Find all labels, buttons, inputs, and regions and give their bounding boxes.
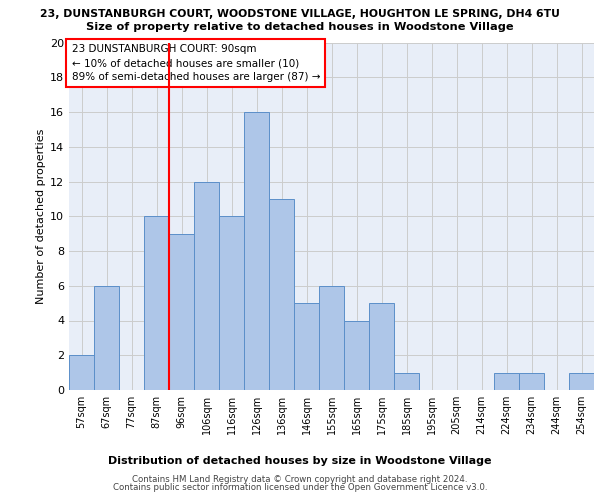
Text: Contains public sector information licensed under the Open Government Licence v3: Contains public sector information licen…: [113, 484, 487, 492]
Bar: [569, 372, 594, 390]
Bar: [519, 372, 544, 390]
Bar: [494, 372, 519, 390]
Bar: [94, 286, 119, 390]
Bar: [169, 234, 194, 390]
Bar: [344, 320, 369, 390]
Bar: [394, 372, 419, 390]
Y-axis label: Number of detached properties: Number of detached properties: [36, 128, 46, 304]
Bar: [219, 216, 244, 390]
Bar: [194, 182, 219, 390]
Bar: [69, 355, 94, 390]
Text: Distribution of detached houses by size in Woodstone Village: Distribution of detached houses by size …: [108, 456, 492, 466]
Bar: [144, 216, 169, 390]
Text: Contains HM Land Registry data © Crown copyright and database right 2024.: Contains HM Land Registry data © Crown c…: [132, 475, 468, 484]
Bar: [269, 199, 294, 390]
Text: Size of property relative to detached houses in Woodstone Village: Size of property relative to detached ho…: [86, 22, 514, 32]
Bar: [294, 303, 319, 390]
Bar: [369, 303, 394, 390]
Bar: [319, 286, 344, 390]
Text: 23 DUNSTANBURGH COURT: 90sqm
← 10% of detached houses are smaller (10)
89% of se: 23 DUNSTANBURGH COURT: 90sqm ← 10% of de…: [71, 44, 320, 82]
Bar: [244, 112, 269, 390]
Text: 23, DUNSTANBURGH COURT, WOODSTONE VILLAGE, HOUGHTON LE SPRING, DH4 6TU: 23, DUNSTANBURGH COURT, WOODSTONE VILLAG…: [40, 9, 560, 19]
